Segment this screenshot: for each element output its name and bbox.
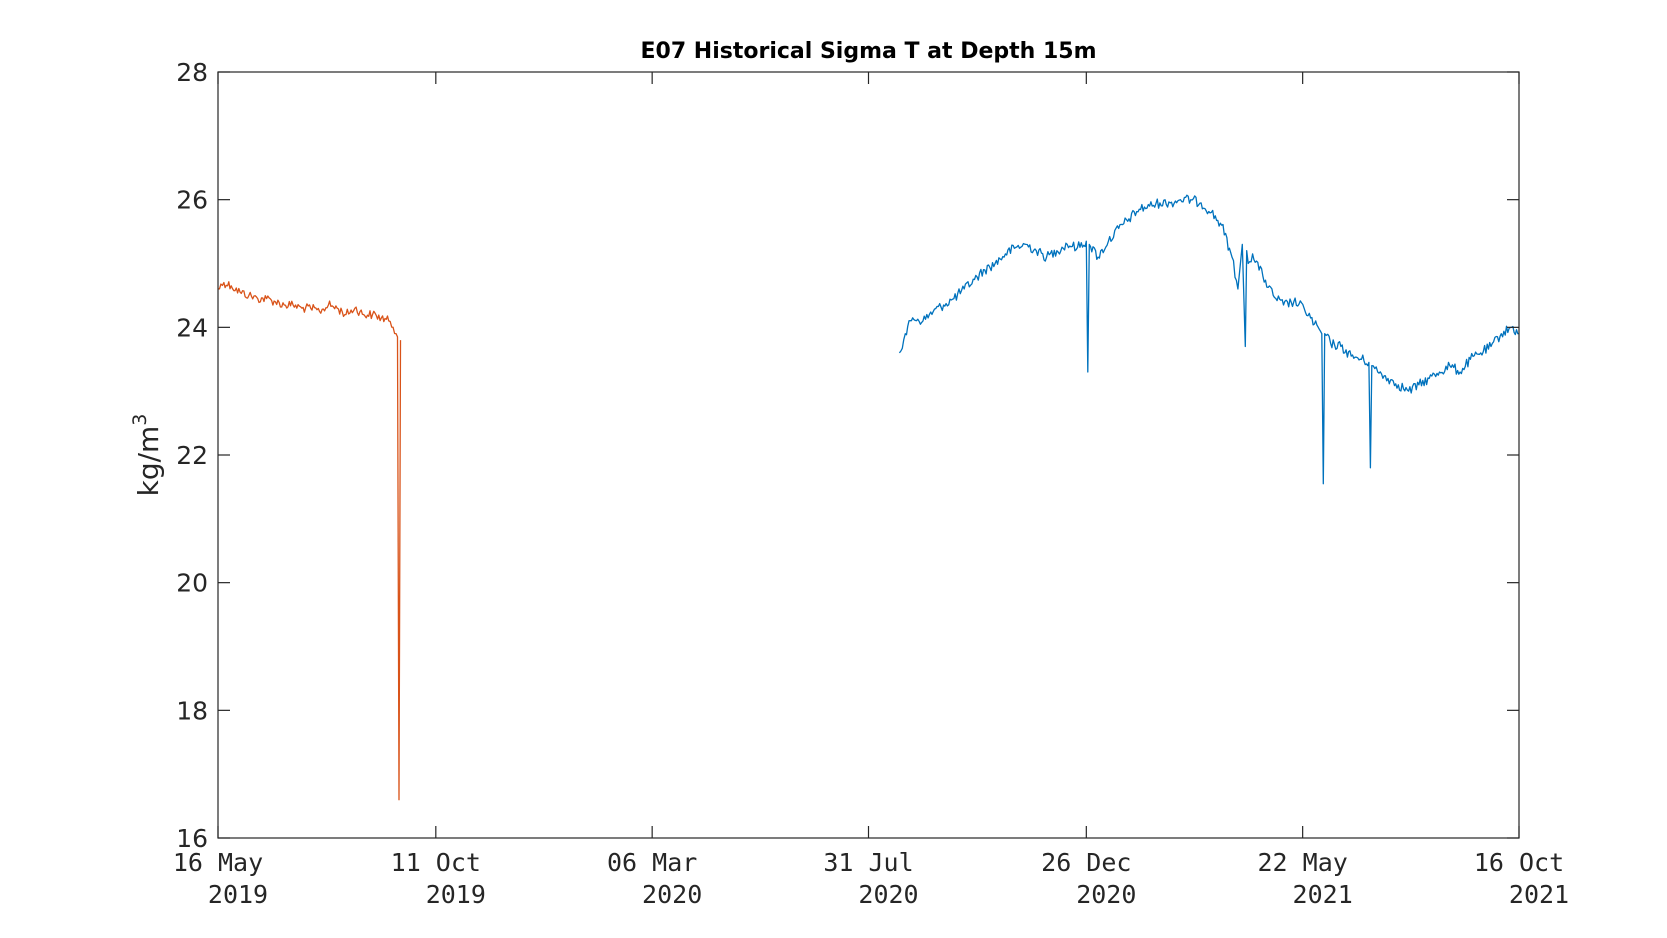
series-line-1 <box>217 281 402 801</box>
series-layer <box>217 194 1519 801</box>
x-tick-label-date: 16 Oct <box>1474 848 1564 877</box>
x-tick-label-year: 2021 <box>1509 880 1569 909</box>
y-tick-label: 28 <box>176 58 208 87</box>
x-tick-label-date: 11 Oct <box>391 848 481 877</box>
y-axis-label-main: kg/m <box>132 426 165 497</box>
x-tick-label-date: 22 May <box>1258 848 1348 877</box>
x-tick-label-date: 06 Mar <box>607 848 697 877</box>
y-tick-label: 16 <box>176 824 208 853</box>
series-line-2 <box>898 194 1519 485</box>
x-tick-label-date: 31 Jul <box>823 848 913 877</box>
y-tick-label: 26 <box>176 186 208 215</box>
y-tick-label: 20 <box>176 569 208 598</box>
x-tick-label-year: 2019 <box>426 880 486 909</box>
y-axis: 16 18 20 22 24 26 28 <box>176 58 1519 853</box>
y-tick-label: 22 <box>176 441 208 470</box>
x-tick-label-year: 2020 <box>1076 880 1136 909</box>
y-tick-label: 18 <box>176 696 208 725</box>
x-tick-label-year: 2021 <box>1293 880 1353 909</box>
x-tick-label-date: 16 May <box>173 848 263 877</box>
chart-title: E07 Historical Sigma T at Depth 15m <box>640 39 1096 64</box>
y-axis-label: kg/m3 <box>129 414 165 497</box>
y-tick-label: 24 <box>176 313 208 342</box>
x-tick-label-year: 2020 <box>858 880 918 909</box>
x-tick-label-year: 2020 <box>642 880 702 909</box>
x-tick-label-year: 2019 <box>208 880 268 909</box>
x-tick-label-date: 26 Dec <box>1041 848 1131 877</box>
y-axis-label-superscript: 3 <box>129 414 151 426</box>
